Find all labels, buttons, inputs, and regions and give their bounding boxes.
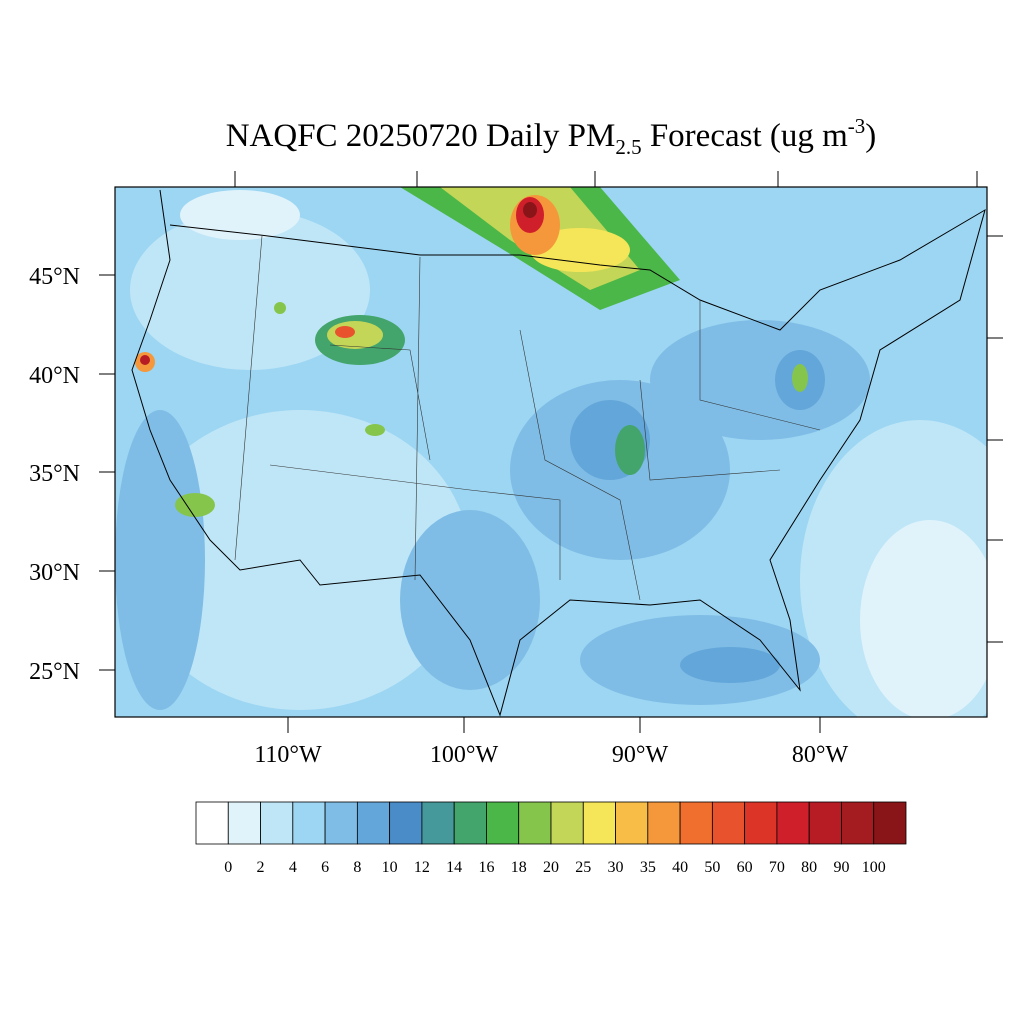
colorbar-box bbox=[356, 801, 391, 845]
colorbar-label: 25 bbox=[575, 859, 591, 876]
colorbar-label: 100 bbox=[862, 859, 886, 876]
colorbar-label: 90 bbox=[833, 859, 849, 876]
colorbar-box bbox=[711, 801, 746, 845]
colorbar: 0 2 4 6 8 10 12 14 16 18 20 25 30 35 40 50 60 70 80 90 100 bbox=[195, 801, 907, 876]
colorbar-label: 8 bbox=[353, 859, 361, 876]
lon-label: 80°W bbox=[792, 742, 849, 768]
map-labels: 45°N 40°N 35°N 30°N 25°N 110°W 100°W 90°W 80°W bbox=[29, 264, 848, 768]
colorbar-box bbox=[582, 801, 616, 845]
title-main: NAQFC 20250720 Daily PM bbox=[226, 118, 616, 154]
colorbar-box bbox=[808, 801, 842, 845]
lon-label: 110°W bbox=[254, 742, 322, 768]
colorbar-box bbox=[518, 801, 552, 845]
colorbar-box bbox=[421, 801, 455, 845]
colorbar-box bbox=[227, 801, 261, 845]
colorbar-box bbox=[453, 801, 487, 845]
colorbar-label: 2 bbox=[257, 859, 265, 876]
colorbar-label: 12 bbox=[414, 859, 430, 876]
lat-label: 30°N bbox=[29, 560, 80, 586]
colorbar-label: 4 bbox=[289, 859, 297, 876]
colorbar-box bbox=[292, 801, 326, 845]
colorbar-box bbox=[615, 801, 649, 845]
colorbar-box bbox=[744, 801, 778, 845]
colorbar-label: 35 bbox=[640, 859, 656, 876]
map-field bbox=[115, 187, 987, 717]
lat-label: 25°N bbox=[29, 659, 80, 685]
title-subscript: 2.5 bbox=[615, 135, 641, 159]
colorbar-label: 6 bbox=[321, 859, 329, 876]
colorbar-label: 14 bbox=[446, 859, 462, 876]
colorbar-label: 10 bbox=[382, 859, 398, 876]
map-frame bbox=[114, 186, 988, 718]
colorbar-box bbox=[679, 801, 713, 845]
colorbar-box bbox=[195, 801, 229, 845]
colorbar-label: 80 bbox=[801, 859, 817, 876]
title-end: ) bbox=[865, 118, 876, 154]
colorbar-box bbox=[324, 801, 358, 845]
colorbar-box bbox=[486, 801, 520, 845]
colorbar-label: 30 bbox=[608, 859, 624, 876]
lon-label: 90°W bbox=[612, 742, 669, 768]
colorbar-box bbox=[647, 801, 681, 845]
title-superscript: -3 bbox=[848, 114, 866, 138]
lat-label: 45°N bbox=[29, 264, 80, 290]
colorbar-box bbox=[389, 801, 423, 845]
colorbar-label: 18 bbox=[511, 859, 527, 876]
colorbar-box bbox=[776, 801, 810, 845]
lat-label: 35°N bbox=[29, 461, 80, 487]
colorbar-label: 60 bbox=[737, 859, 753, 876]
colorbar-label: 16 bbox=[478, 859, 494, 876]
colorbar-label: 20 bbox=[543, 859, 559, 876]
title: NAQFC 20250720 Daily PM2.5 Forecast (ug … bbox=[226, 114, 877, 159]
colorbar-label: 40 bbox=[672, 859, 688, 876]
colorbar-box bbox=[873, 801, 907, 845]
lat-label: 40°N bbox=[29, 363, 80, 389]
lon-label: 100°W bbox=[430, 742, 499, 768]
colorbar-box bbox=[550, 801, 584, 845]
colorbar-label: 0 bbox=[224, 859, 232, 876]
colorbar-box bbox=[260, 801, 294, 845]
colorbar-label: 70 bbox=[769, 859, 785, 876]
map-ticks bbox=[99, 171, 1003, 733]
colorbar-box bbox=[841, 801, 875, 845]
title-middle: Forecast (ug m bbox=[642, 118, 849, 154]
colorbar-label: 50 bbox=[704, 859, 720, 876]
